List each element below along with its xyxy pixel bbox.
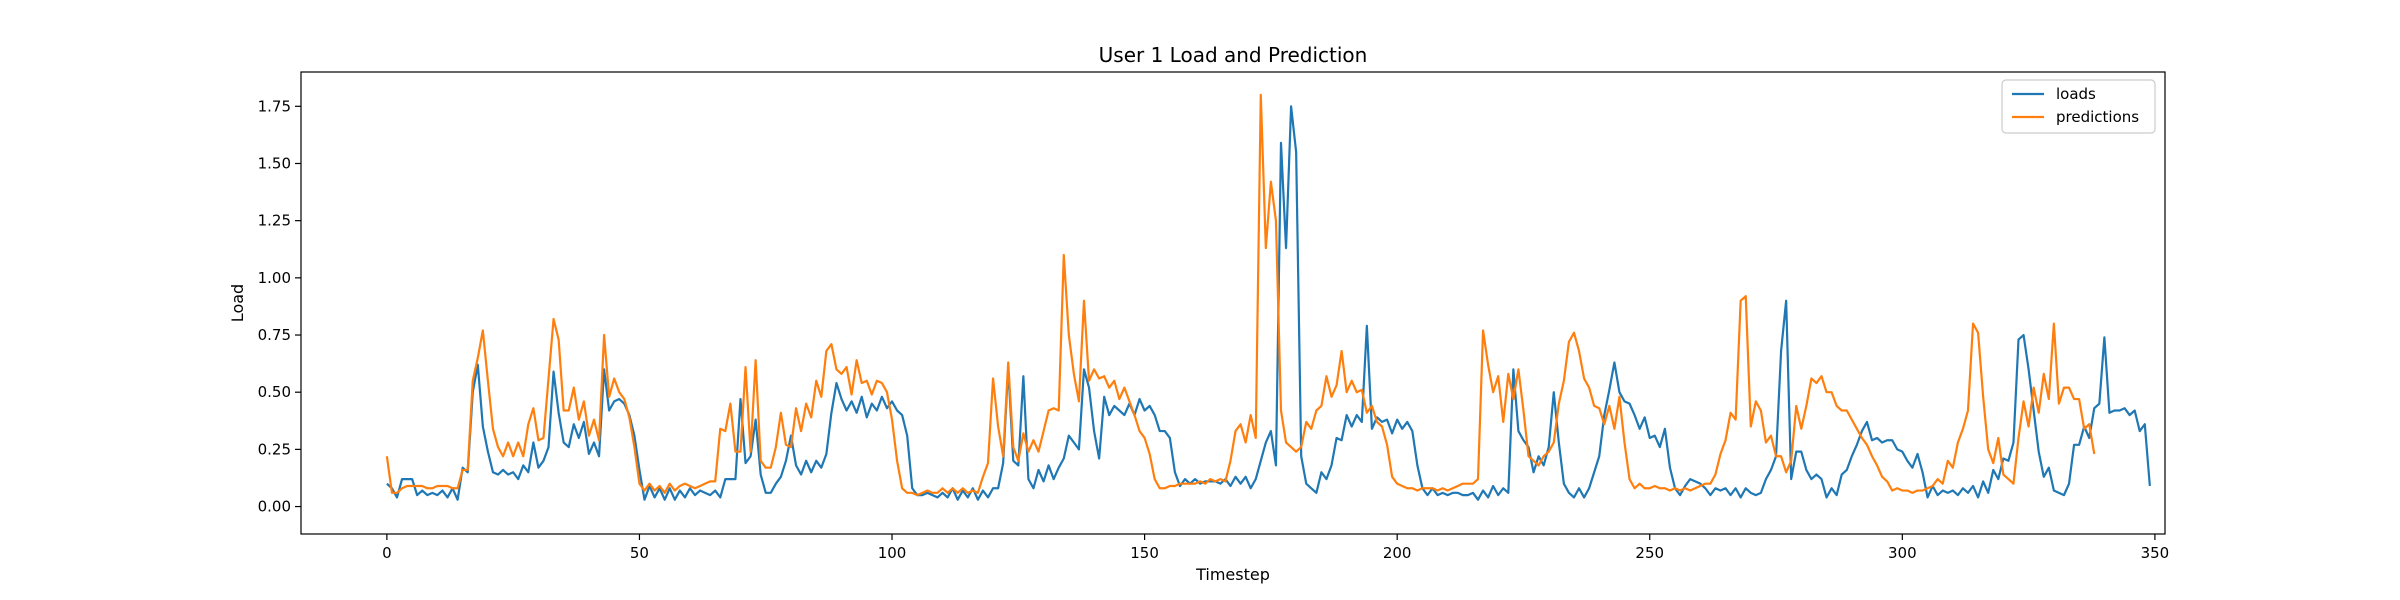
x-tick-label: 250 bbox=[1635, 544, 1664, 562]
series-line-predictions bbox=[385, 93, 2096, 497]
x-tick-label: 350 bbox=[2141, 544, 2170, 562]
x-tick-label: 300 bbox=[1888, 544, 1917, 562]
chart-title: User 1 Load and Prediction bbox=[1099, 43, 1368, 67]
y-axis-label: Load bbox=[228, 284, 247, 322]
series-line-loads bbox=[386, 105, 2151, 501]
y-tick-label: 0.75 bbox=[258, 326, 291, 344]
y-tick-label: 1.25 bbox=[258, 212, 291, 230]
x-tick-label: 50 bbox=[630, 544, 649, 562]
x-tick-label: 0 bbox=[382, 544, 392, 562]
x-axis-label: Timestep bbox=[1195, 565, 1270, 584]
x-axis: 0 50 100 150 200 250 300 350 bbox=[382, 534, 2169, 562]
y-tick-label: 0.50 bbox=[258, 383, 291, 401]
y-tick-label: 1.50 bbox=[258, 154, 291, 172]
x-tick-label: 100 bbox=[878, 544, 907, 562]
legend-label-predictions: predictions bbox=[2056, 108, 2139, 126]
y-tick-label: 0.25 bbox=[258, 440, 291, 458]
y-tick-label: 1.00 bbox=[258, 269, 291, 287]
plot-frame bbox=[300, 71, 2166, 535]
x-tick-label: 200 bbox=[1383, 544, 1412, 562]
plot-area bbox=[385, 93, 2151, 501]
x-tick-label: 150 bbox=[1130, 544, 1159, 562]
y-axis: 0.00 0.25 0.50 0.75 1.00 1.25 1.50 1.75 bbox=[258, 97, 301, 516]
legend-label-loads: loads bbox=[2056, 85, 2096, 103]
y-tick-label: 0.00 bbox=[258, 498, 291, 516]
legend: loads predictions bbox=[2001, 79, 2156, 134]
y-tick-label: 1.75 bbox=[258, 97, 291, 115]
